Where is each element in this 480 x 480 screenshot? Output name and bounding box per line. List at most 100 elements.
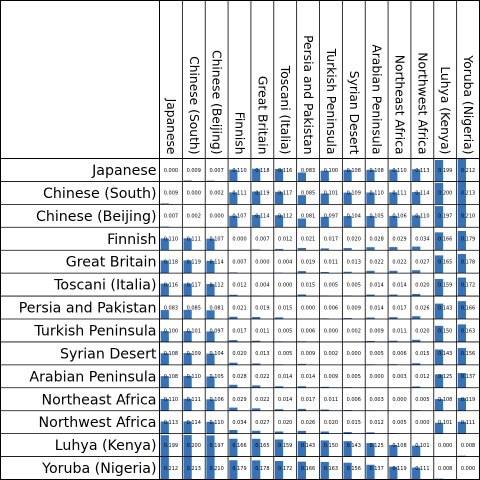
- cell-value-persia-and-pakistan-northeast-africa: 0.017: [392, 305, 406, 311]
- cell-value-chinese-south-persia-and-pakistan: 0.085: [301, 191, 315, 197]
- bar-great-britain-yoruba-nigeria: [457, 253, 467, 274]
- bar-finnish-northeast-africa: [389, 247, 398, 251]
- bar-turkish-peninsula-chinese-south: [183, 331, 192, 342]
- cell-value-japanese-turkish-peninsula: 0.100: [324, 168, 338, 174]
- row-label-luhya-kenya: Luhya (Kenya): [55, 438, 157, 454]
- cell-value-chinese-beijing-chinese-south: 0.002: [187, 214, 201, 220]
- cell-value-turkish-peninsula-chinese-beijing: 0.097: [209, 328, 223, 334]
- cell-value-chinese-south-northeast-africa: 0.111: [392, 191, 406, 197]
- bar-yoruba-nigeria-chinese-south: [183, 456, 192, 480]
- cell-value-japanese-japanese: 0.000: [164, 168, 178, 174]
- cell-value-chinese-beijing-syrian-desert: 0.104: [347, 214, 361, 220]
- bar-yoruba-nigeria-finnish: [229, 460, 238, 480]
- cell-value-northwest-africa-northwest-africa: 0.000: [415, 420, 429, 426]
- cell-value-northwest-africa-finnish: 0.034: [232, 420, 246, 426]
- cell-value-great-britain-finnish: 0.007: [232, 259, 246, 265]
- cell-value-turkish-peninsula-northeast-africa: 0.011: [392, 328, 406, 334]
- bar-turkish-peninsula-japanese: [160, 331, 169, 342]
- cell-value-northeast-africa-finnish: 0.029: [232, 397, 246, 403]
- cell-value-syrian-desert-turkish-peninsula: 0.002: [324, 351, 338, 357]
- cell-value-syrian-desert-yoruba-nigeria: 0.156: [461, 351, 475, 357]
- cell-value-northeast-africa-northwest-africa: 0.005: [415, 397, 429, 403]
- row-label-northwest-africa: Northwest Africa: [39, 415, 157, 431]
- bar-chinese-south-syrian-desert: [343, 192, 352, 205]
- cell-value-northwest-africa-turkish-peninsula: 0.020: [324, 420, 338, 426]
- cell-value-chinese-beijing-arabian-peninsula: 0.105: [369, 214, 383, 220]
- bar-luhya-kenya-northwest-africa: [412, 445, 421, 457]
- cell-value-arabian-peninsula-luhya-kenya: 0.125: [438, 374, 452, 380]
- bar-luhya-kenya-chinese-beijing: [206, 435, 215, 457]
- bars-layer: [160, 158, 467, 480]
- cell-value-toscani-italia-northeast-africa: 0.014: [392, 282, 406, 288]
- bar-syrian-desert-chinese-beijing: [206, 353, 215, 365]
- cell-value-luhya-kenya-toscani-italia: 0.159: [278, 443, 292, 449]
- cell-value-turkish-peninsula-finnish: 0.017: [232, 328, 246, 334]
- cell-value-finnish-luhya-kenya: 0.166: [438, 237, 452, 243]
- cell-value-luhya-kenya-yoruba-nigeria: 0.008: [461, 443, 475, 449]
- bar-northwest-africa-arabian-peninsula: [366, 432, 375, 434]
- cell-value-chinese-south-chinese-south: 0.000: [187, 191, 201, 197]
- cell-value-toscani-italia-arabian-peninsula: 0.014: [369, 282, 383, 288]
- bar-yoruba-nigeria-northeast-africa: [389, 466, 398, 480]
- column-label-japanese: Japanese: [164, 98, 178, 155]
- cell-value-syrian-desert-luhya-kenya: 0.143: [438, 351, 452, 357]
- bar-northwest-africa-chinese-south: [183, 421, 192, 434]
- cell-value-northeast-africa-yoruba-nigeria: 0.119: [461, 397, 475, 403]
- bar-yoruba-nigeria-arabian-peninsula: [366, 464, 375, 480]
- cell-value-luhya-kenya-japanese: 0.199: [164, 443, 178, 449]
- bar-chinese-south-persia-and-pakistan: [297, 195, 307, 205]
- cell-value-arabian-peninsula-yoruba-nigeria: 0.137: [461, 374, 475, 380]
- bar-arabian-peninsula-finnish: [229, 384, 238, 388]
- cell-value-great-britain-chinese-beijing: 0.114: [209, 259, 223, 265]
- cell-value-finnish-finnish: 0.000: [232, 237, 246, 243]
- cell-value-chinese-beijing-finnish: 0.107: [232, 214, 246, 220]
- cell-value-japanese-northeast-africa: 0.110: [392, 168, 406, 174]
- bar-toscani-italia-northwest-africa: [412, 293, 421, 297]
- cell-value-chinese-south-japanese: 0.009: [164, 191, 178, 197]
- cell-value-luhya-kenya-persia-and-pakistan: 0.143: [301, 443, 315, 449]
- cell-value-finnish-yoruba-nigeria: 0.179: [461, 237, 475, 243]
- cell-value-great-britain-persia-and-pakistan: 0.019: [301, 259, 315, 265]
- cell-value-yoruba-nigeria-luhya-kenya: 0.008: [438, 466, 452, 472]
- bar-yoruba-nigeria-chinese-beijing: [206, 456, 215, 480]
- bar-finnish-yoruba-nigeria: [457, 230, 467, 251]
- bar-toscani-italia-luhya-kenya: [434, 278, 444, 297]
- cell-value-syrian-desert-northwest-africa: 0.015: [415, 351, 429, 357]
- cell-value-syrian-desert-finnish: 0.020: [232, 351, 246, 357]
- bar-great-britain-northeast-africa: [389, 270, 398, 274]
- bar-luhya-kenya-arabian-peninsula: [366, 443, 375, 457]
- cell-value-chinese-south-luhya-kenya: 0.200: [438, 191, 452, 197]
- bar-northeast-africa-yoruba-nigeria: [457, 397, 467, 411]
- cell-value-great-britain-northwest-africa: 0.027: [415, 259, 429, 265]
- cell-value-great-britain-toscani-italia: 0.004: [278, 259, 292, 265]
- bar-yoruba-nigeria-northwest-africa: [412, 467, 421, 480]
- bar-toscani-italia-arabian-peninsula: [366, 294, 375, 297]
- cell-value-finnish-northwest-africa: 0.034: [415, 237, 429, 243]
- cell-value-finnish-syrian-desert: 0.020: [347, 237, 361, 243]
- bar-arabian-peninsula-chinese-south: [183, 375, 192, 388]
- bar-northeast-africa-turkish-peninsula: [320, 409, 329, 411]
- bar-toscani-italia-japanese: [160, 283, 169, 297]
- row-label-chinese-beijing: Chinese (Beijing): [36, 209, 157, 225]
- bar-chinese-south-yoruba-nigeria: [457, 181, 467, 205]
- cell-value-luhya-kenya-turkish-peninsula: 0.150: [324, 443, 338, 449]
- cell-value-yoruba-nigeria-yoruba-nigeria: 0.000: [461, 466, 475, 472]
- bar-turkish-peninsula-yoruba-nigeria: [457, 324, 467, 342]
- cell-value-arabian-peninsula-persia-and-pakistan: 0.014: [301, 374, 315, 380]
- cell-value-japanese-arabian-peninsula: 0.108: [369, 168, 383, 174]
- bar-chinese-beijing-syrian-desert: [343, 216, 352, 228]
- bar-great-britain-syrian-desert: [343, 271, 352, 274]
- bar-arabian-peninsula-japanese: [160, 376, 169, 388]
- cell-value-northeast-africa-luhya-kenya: 0.108: [438, 397, 452, 403]
- bar-japanese-persia-and-pakistan: [297, 172, 307, 182]
- cell-value-japanese-toscani-italia: 0.116: [278, 168, 292, 174]
- cell-value-syrian-desert-great-britain: 0.013: [255, 351, 269, 357]
- cell-value-syrian-desert-northeast-africa: 0.006: [392, 351, 406, 357]
- bar-japanese-yoruba-nigeria: [457, 158, 467, 182]
- cell-value-northwest-africa-chinese-beijing: 0.110: [209, 420, 223, 426]
- bar-arabian-peninsula-great-britain: [252, 385, 261, 388]
- cell-value-arabian-peninsula-toscani-italia: 0.014: [278, 374, 292, 380]
- bar-persia-and-pakistan-arabian-peninsula: [366, 317, 375, 319]
- bar-chinese-beijing-luhya-kenya: [434, 206, 444, 228]
- cell-value-toscani-italia-luhya-kenya: 0.159: [438, 282, 452, 288]
